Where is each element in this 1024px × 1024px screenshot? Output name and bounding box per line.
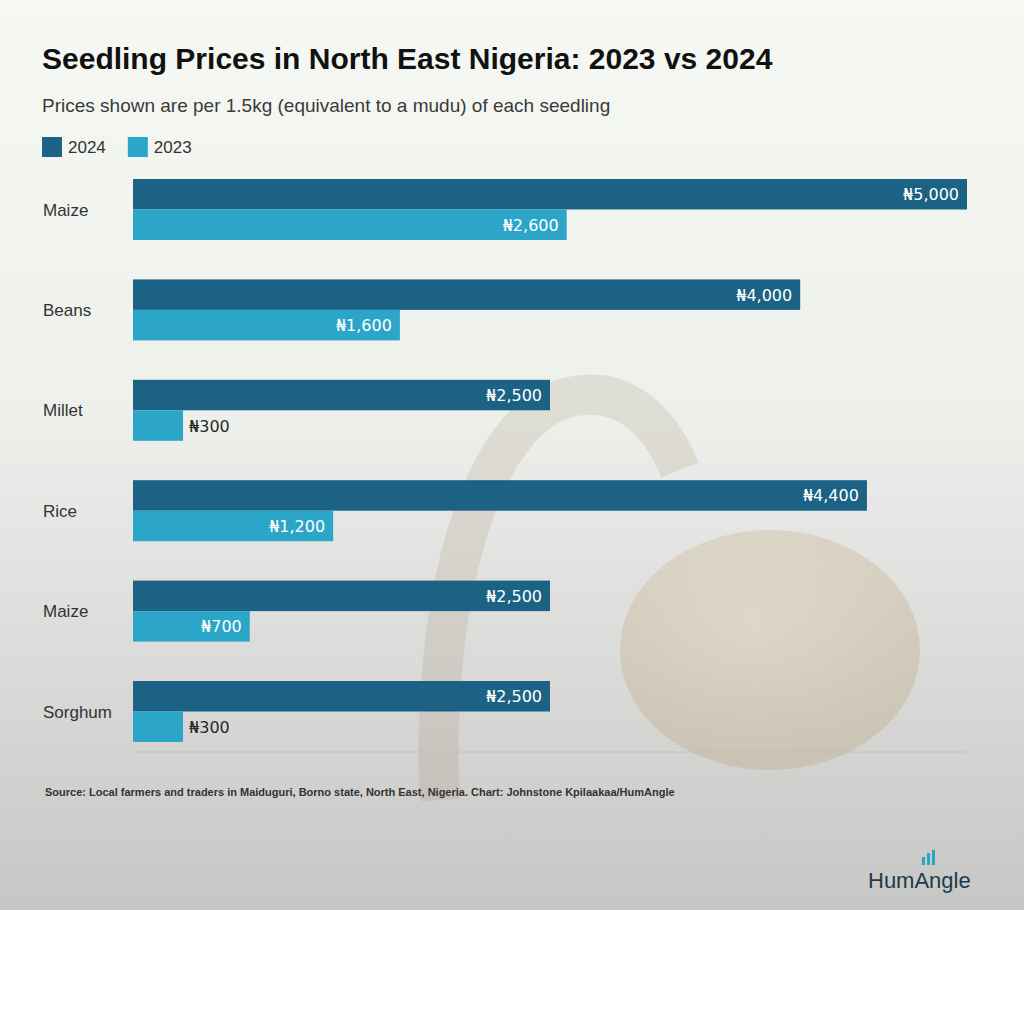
bar (133, 511, 333, 542)
brand-logo: HumAngle (868, 850, 971, 893)
bottom-band (0, 910, 1024, 1024)
data-label: ₦300 (189, 417, 230, 436)
background (0, 0, 1024, 910)
data-label: ₦700 (201, 617, 242, 636)
background-seed (620, 530, 920, 770)
data-label: ₦4,000 (736, 286, 792, 305)
legend-swatch (42, 137, 62, 157)
bar (133, 279, 800, 310)
data-labels: ₦5,000 ₦2,600 ₦4,000 ₦1,600 ₦2,500 ₦300 ₦4,400… (189, 185, 959, 737)
bar (133, 210, 567, 241)
data-label: ₦2,600 (503, 216, 559, 235)
category-label: Rice (43, 502, 77, 521)
bar (133, 712, 183, 743)
subtitle: Prices shown are per 1.5kg (equivalent t… (42, 95, 610, 116)
legend-label: 2023 (154, 138, 192, 157)
data-label: ₦2,500 (486, 687, 542, 706)
title: Seedling Prices in North East Nigeria: 2… (42, 42, 773, 75)
x-axis-line (133, 752, 967, 753)
data-label: ₦300 (189, 718, 230, 737)
data-label: ₦1,600 (336, 316, 392, 335)
data-label: ₦2,500 (486, 386, 542, 405)
category-label: Millet (43, 401, 83, 420)
category-label: Maize (43, 602, 88, 621)
source: Source: Local farmers and traders in Mai… (45, 786, 675, 798)
bar (133, 611, 250, 642)
bar (133, 179, 967, 210)
data-label: ₦4,400 (803, 486, 859, 505)
data-label: ₦1,200 (269, 517, 325, 536)
logo-icon (927, 853, 930, 865)
logo-icon (922, 857, 925, 865)
bar (133, 480, 867, 511)
legend-swatch (128, 137, 148, 157)
legend-label: 2024 (68, 138, 106, 157)
bar (133, 310, 400, 341)
category-label: Sorghum (43, 703, 112, 722)
chart: Seedling Prices in North East Nigeria: 2… (0, 0, 1024, 1024)
bar (133, 581, 550, 612)
bar (133, 410, 183, 441)
brand: HumAngle (868, 868, 971, 893)
legend: 2024 2023 (42, 137, 192, 157)
bar (133, 380, 550, 411)
category-label: Beans (43, 301, 91, 320)
data-label: ₦2,500 (486, 587, 542, 606)
bars (133, 179, 967, 742)
data-label: ₦5,000 (903, 185, 959, 204)
logo-icon (932, 850, 935, 865)
bar (133, 681, 550, 712)
category-label: Maize (43, 201, 88, 220)
category-labels: Maize Beans Millet Rice Maize Sorghum (43, 201, 112, 722)
